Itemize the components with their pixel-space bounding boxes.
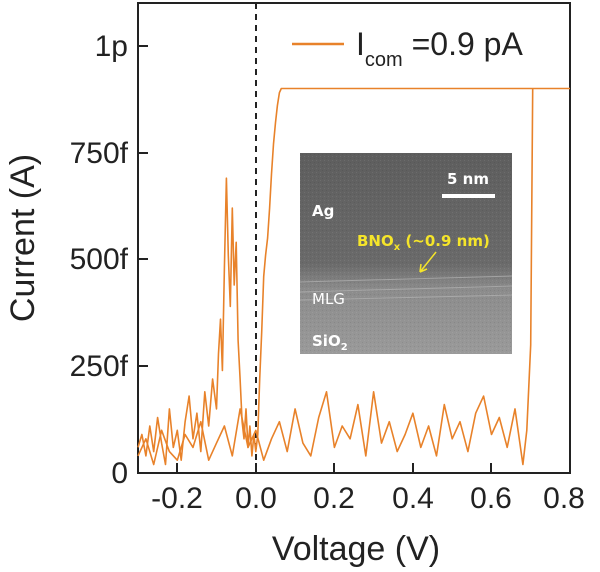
inset-label-sio2: SiO2	[312, 332, 348, 353]
legend-label: Icom =0.9 pA	[356, 26, 523, 71]
series-line	[137, 87, 570, 466]
y-axis: 0 250f 500f 750f 1p	[70, 30, 148, 490]
plot-frame	[137, 2, 571, 474]
x-tick-label: 0.0	[235, 482, 277, 515]
inset-label-bnox: BNOx (~0.9 nm)	[357, 232, 490, 253]
x-axis: -0.2 0.0 0.2 0.4 0.6 0.8	[151, 463, 585, 515]
inset-label-mlg: MLG	[312, 290, 345, 308]
inset-texture	[300, 153, 512, 354]
y-axis-title: Current (A)	[4, 154, 42, 322]
y-tick-label: 1p	[95, 30, 128, 63]
x-tick-label: 0.6	[470, 482, 512, 515]
legend: Icom =0.9 pA	[292, 26, 523, 71]
scale-bar-label: 5 nm	[447, 170, 489, 188]
series-line	[137, 88, 534, 466]
series-layer	[137, 87, 570, 466]
inset-label-ag: Ag	[312, 202, 334, 220]
x-tick-label: 0.4	[392, 482, 434, 515]
y-tick-label: 750f	[70, 137, 129, 170]
y-tick-label: 0	[111, 457, 128, 490]
x-axis-title: Voltage (V)	[272, 530, 440, 568]
x-tick-label: 0.8	[543, 482, 585, 515]
inset-layer-lines	[299, 275, 513, 301]
inset-arrow	[419, 251, 437, 273]
tem-inset: 5 nm Ag BNOx (~0.9 nm) MLG SiO2	[299, 153, 513, 354]
y-tick-label: 500f	[70, 243, 129, 276]
x-tick-label: -0.2	[151, 482, 203, 515]
y-tick-label: 250f	[70, 350, 129, 383]
x-tick-label: 0.2	[313, 482, 355, 515]
